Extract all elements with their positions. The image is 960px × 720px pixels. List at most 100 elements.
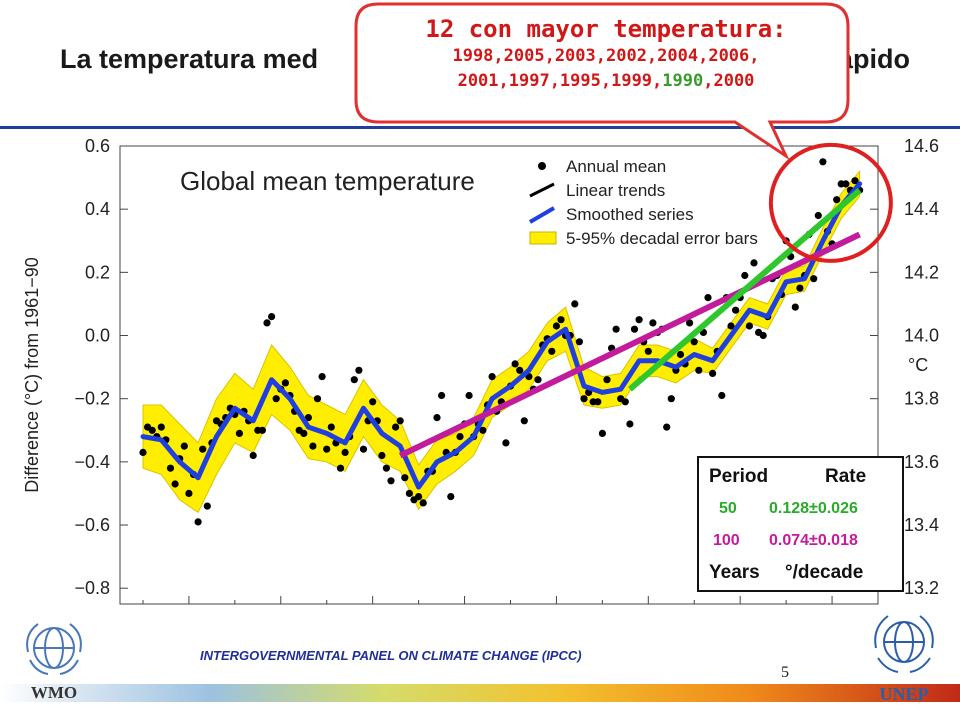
annual-mean-point-1978 [727,322,735,330]
annual-mean-point-1964 [663,423,671,431]
annual-mean-point-1904 [387,477,395,485]
annual-mean-point-2001 [833,196,841,204]
annual-mean-point-1951 [603,376,611,384]
annual-mean-point-1874 [249,451,257,460]
rate-header-rate: Rate [825,466,867,487]
annual-mean-point-1919 [456,433,464,441]
annual-mean-point-1956 [626,420,634,428]
annual-mean-point-1945 [575,338,584,346]
annual-mean-point-1992 [791,303,799,311]
annual-mean-point-1997 [814,211,822,220]
annual-mean-point-1924 [479,426,487,434]
annual-mean-point-1856 [166,464,175,472]
annual-mean-point-1940 [552,322,561,330]
rate-header-period: Period [709,466,769,487]
annual-mean-point-1953 [612,325,620,333]
y-tick-label-1: −0.6 [74,515,110,535]
annual-mean-point-1914 [433,414,441,422]
annual-mean-point-1936 [534,376,542,384]
annual-mean-point-1993 [796,284,804,292]
annual-mean-point-1852 [148,426,156,434]
annual-mean-point-1929 [502,439,510,447]
wmo-logo-text: WMO [31,683,77,702]
annual-mean-point-1862 [194,518,202,526]
annual-mean-point-1958 [635,316,643,324]
temperature-chart: 18601880190019201940196019802000−0.8−0.6… [22,136,939,605]
annual-mean-point-1946 [580,395,588,403]
annual-mean-point-1932 [516,366,524,374]
legend-annual-mean-marker [538,162,546,170]
annual-mean-point-1891 [327,423,335,431]
annual-mean-point-1969 [686,319,694,327]
legend-entry-2: Smoothed series [566,205,694,224]
linear-trend-100yr [398,231,861,459]
y2-tick-label-7: 14.6 [904,136,939,156]
page-number: 5 [781,664,789,681]
annual-mean-point-1911 [419,499,427,507]
annual-mean-point-1949 [594,398,602,406]
rate-row-100-value: 0.074±0.018 [769,532,858,549]
callout-years-suffix: ,2000 [703,71,755,91]
wmo-logo: WMO [26,623,82,702]
slide-title-right: ápido [838,44,910,74]
annual-mean-point-1897 [355,366,363,374]
annual-mean-point-1877 [263,319,271,327]
annual-mean-point-1888 [313,395,322,403]
annual-mean-point-1950 [598,429,607,437]
annual-mean-point-1906 [396,417,404,425]
annual-mean-point-1898 [359,445,368,453]
annual-mean-point-1979 [732,306,740,314]
annual-mean-point-1886 [304,414,312,422]
callout-year-list-1: 1998,2005,2003,2002,2004,2006, [452,46,760,66]
annual-mean-point-1878 [268,313,276,321]
annual-mean-point-1939 [548,347,556,355]
annual-mean-point-1857 [171,480,179,488]
annual-mean-point-1974 [709,369,717,377]
y2-axis-unit: °C [908,355,928,375]
y2-tick-label-4: 14.0 [904,326,939,346]
annual-mean-point-1887 [309,442,317,450]
annual-mean-point-1860 [185,489,193,497]
annual-mean-point-1879 [272,395,280,403]
annual-mean-point-1850 [139,448,147,456]
y2-tick-label-2: 13.6 [904,452,939,472]
annual-mean-point-1998 [819,158,827,166]
legend-linear-trend-marker [529,182,555,198]
annual-mean-point-1871 [235,429,243,437]
annual-mean-point-1955 [621,398,629,406]
annual-mean-point-1907 [401,474,409,482]
annual-mean-point-1894 [341,448,349,456]
rate-row-100-period: 100 [713,532,740,549]
annual-mean-point-1985 [759,331,767,340]
y-tick-label-7: 0.6 [85,136,110,156]
smoothed-series-line [140,181,863,490]
annual-mean-point-1863 [199,445,207,453]
annual-mean-point-1859 [180,442,188,450]
annual-mean-point-1896 [350,376,358,384]
legend-entry-1: Linear trends [566,181,665,200]
annual-mean-point-1976 [718,391,726,400]
y-tick-label-4: 0.0 [85,326,110,346]
rate-footer-years: Years [709,562,760,583]
callout-text: 12 con mayor temperatura: 1998,2005,2003… [368,14,844,94]
annual-mean-point-1902 [378,451,386,460]
annual-mean-point-1900 [369,398,377,406]
y-tick-label-6: 0.4 [85,199,110,219]
y2-tick-label-0: 13.2 [904,578,939,598]
title-divider [0,126,960,129]
footer-gradient-bar [0,684,960,702]
y2-tick-label-6: 14.4 [904,199,939,219]
callout-year-list-2: 2001,1997,1995,1999,1990,2000 [368,69,844,94]
annual-mean-point-1876 [258,426,266,434]
chart-title: Global mean temperature [180,166,475,196]
ipcc-footer: INTERGOVERNMENTAL PANEL ON CLIMATE CHANG… [200,648,582,663]
annual-mean-point-1885 [300,429,308,437]
legend-entry-0: Annual mean [566,157,666,176]
highlight-circle [768,142,893,263]
y-tick-label-5: 0.2 [85,262,110,282]
linear-trend-50yr [627,187,862,392]
annual-mean-point-1965 [667,395,675,403]
legend-error-band-marker [529,231,557,245]
legend-smoothed-marker [528,206,556,224]
y2-tick-label-1: 13.4 [904,515,939,535]
